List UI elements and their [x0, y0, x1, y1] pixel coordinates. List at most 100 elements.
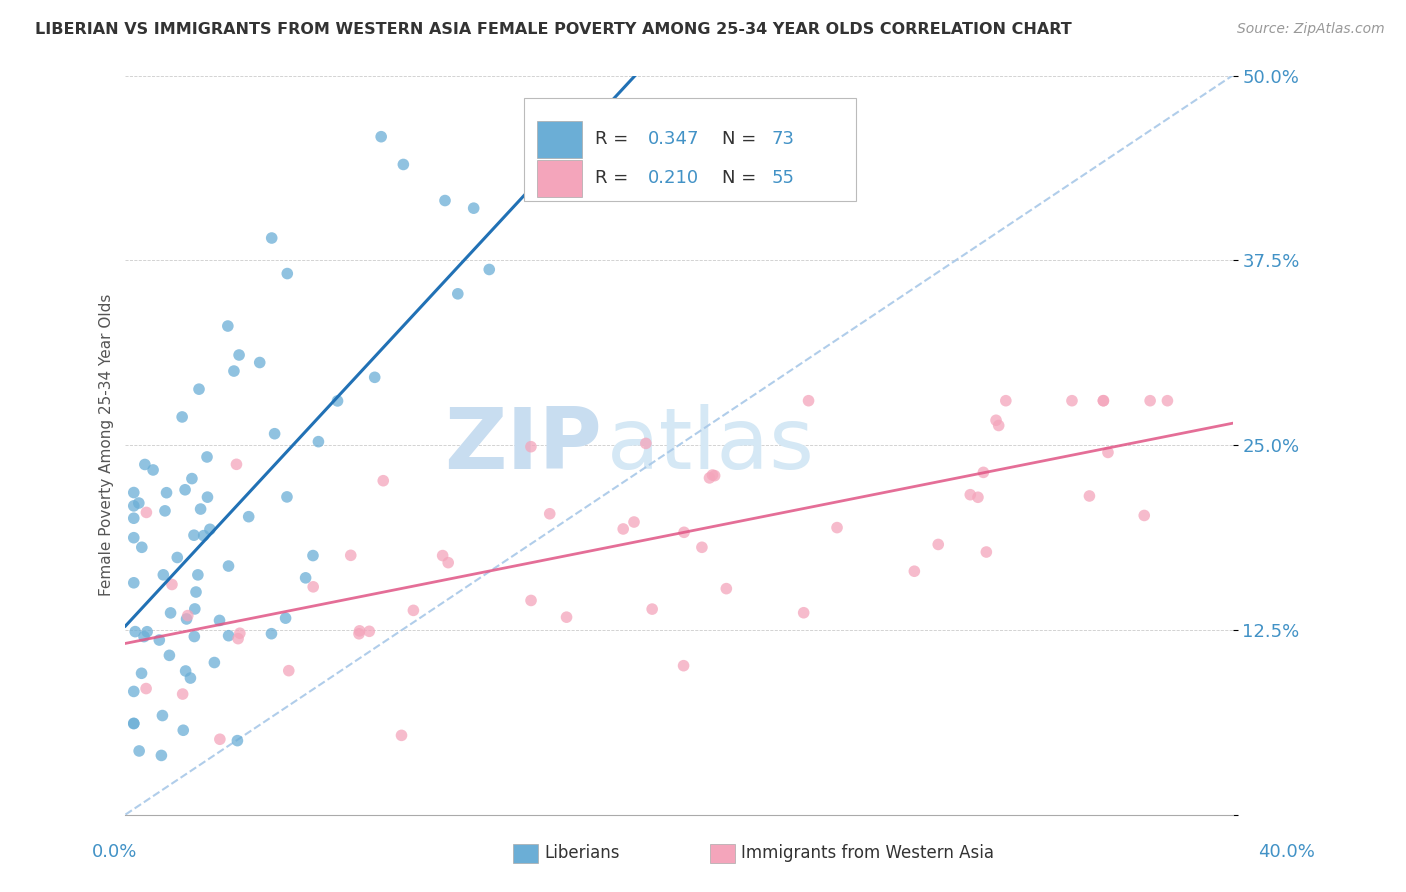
Point [249, 355, 271, 369]
Point [359, 624, 381, 639]
Point [128, 496, 150, 510]
Point [1092, 393, 1115, 408]
Point [172, 687, 194, 701]
Text: Immigrants from Western Asia: Immigrants from Western Asia [741, 844, 994, 862]
Point [124, 624, 146, 639]
FancyBboxPatch shape [524, 98, 856, 202]
Point [623, 515, 645, 529]
Text: R =: R = [595, 169, 634, 187]
Point [122, 485, 145, 500]
Point [193, 528, 215, 542]
Point [122, 499, 145, 513]
Point [641, 602, 664, 616]
Point [208, 732, 231, 747]
Point [229, 626, 252, 640]
Point [122, 511, 145, 525]
Point [190, 502, 212, 516]
Point [274, 611, 297, 625]
Point [208, 614, 231, 628]
Bar [537, 160, 582, 197]
Point [152, 567, 174, 582]
Point [195, 450, 218, 464]
Point [302, 580, 325, 594]
Point [520, 593, 543, 607]
Point [976, 545, 998, 559]
Point [122, 716, 145, 731]
Point [463, 201, 485, 215]
Point [238, 509, 260, 524]
Point [793, 606, 815, 620]
Point [307, 434, 329, 449]
Point [520, 440, 543, 454]
Point [984, 413, 1007, 427]
Point [537, 167, 560, 181]
Point [155, 485, 177, 500]
Point [188, 382, 211, 396]
Point [716, 582, 738, 596]
Point [152, 708, 174, 723]
Point [180, 472, 202, 486]
Point [276, 490, 298, 504]
Text: LIBERIAN VS IMMIGRANTS FROM WESTERN ASIA FEMALE POVERTY AMONG 25-34 YEAR OLDS CO: LIBERIAN VS IMMIGRANTS FROM WESTERN ASIA… [35, 22, 1071, 37]
Point [187, 567, 209, 582]
Point [135, 681, 157, 696]
Point [184, 585, 207, 599]
Point [131, 666, 153, 681]
Point [373, 474, 395, 488]
Point [184, 602, 207, 616]
Point [1156, 393, 1178, 408]
Point [136, 624, 159, 639]
Point [172, 409, 194, 424]
Text: 73: 73 [772, 130, 794, 148]
Point [972, 466, 994, 480]
Point [432, 549, 454, 563]
Point [226, 733, 249, 747]
Point [132, 630, 155, 644]
Point [218, 629, 240, 643]
Point [277, 664, 299, 678]
Point [153, 504, 176, 518]
Point [157, 648, 180, 663]
Text: 40.0%: 40.0% [1258, 843, 1315, 861]
Point [142, 463, 165, 477]
Point [673, 525, 696, 540]
Point [370, 129, 392, 144]
Text: 0.0%: 0.0% [91, 843, 136, 861]
Point [797, 393, 820, 408]
Point [226, 632, 249, 646]
Point [225, 458, 247, 472]
Point [967, 490, 990, 504]
Point [179, 671, 201, 685]
Point [198, 522, 221, 536]
Point [263, 426, 285, 441]
Point [134, 458, 156, 472]
Point [1078, 489, 1101, 503]
Text: Source: ZipAtlas.com: Source: ZipAtlas.com [1237, 22, 1385, 37]
Point [218, 559, 240, 574]
Text: atlas: atlas [607, 403, 815, 486]
Point [1097, 445, 1119, 459]
Point [128, 744, 150, 758]
Point [176, 612, 198, 626]
Point [392, 157, 415, 171]
Point [276, 267, 298, 281]
Text: 0.210: 0.210 [648, 169, 699, 187]
Point [339, 549, 361, 563]
Point [391, 728, 413, 742]
Point [122, 575, 145, 590]
Bar [537, 120, 582, 158]
Point [260, 626, 283, 640]
Point [131, 541, 153, 555]
Point [612, 522, 634, 536]
Point [1060, 393, 1083, 408]
Point [183, 630, 205, 644]
Point [122, 684, 145, 698]
Point [174, 664, 197, 678]
Point [402, 603, 425, 617]
Point [702, 468, 724, 483]
Point [1092, 393, 1115, 408]
Point [364, 370, 387, 384]
Point [177, 608, 200, 623]
Point [690, 541, 713, 555]
Point [927, 537, 949, 551]
